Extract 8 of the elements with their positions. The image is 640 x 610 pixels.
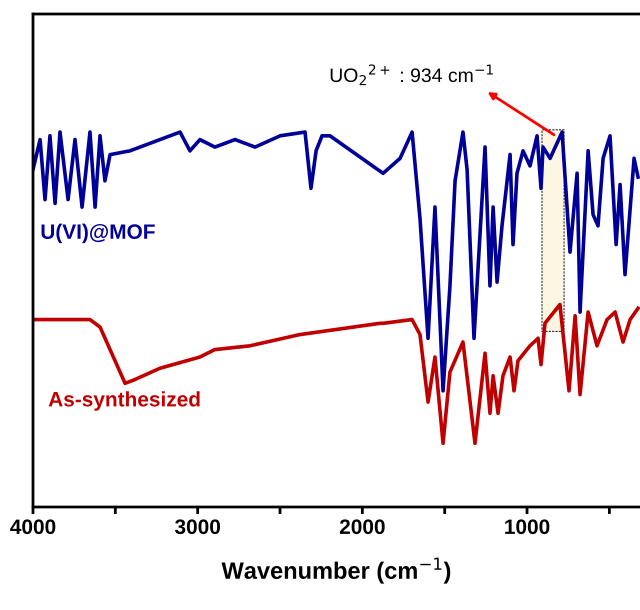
x-tick-label: 3000 <box>174 519 220 534</box>
x-tick-label: 1000 <box>505 519 550 534</box>
x-axis-title: Wavenumber (cm$^{−1}$) <box>222 558 450 584</box>
series-label: As-synthesized <box>48 391 200 411</box>
x-tick-label: 2000 <box>340 519 385 534</box>
series-label: U(VI)@MOF <box>42 224 155 244</box>
x-tick-label: 4000 <box>10 519 56 534</box>
text: UO$_{2}$$^{2+}$ : 934 cm$^{−1}$ <box>330 64 493 86</box>
